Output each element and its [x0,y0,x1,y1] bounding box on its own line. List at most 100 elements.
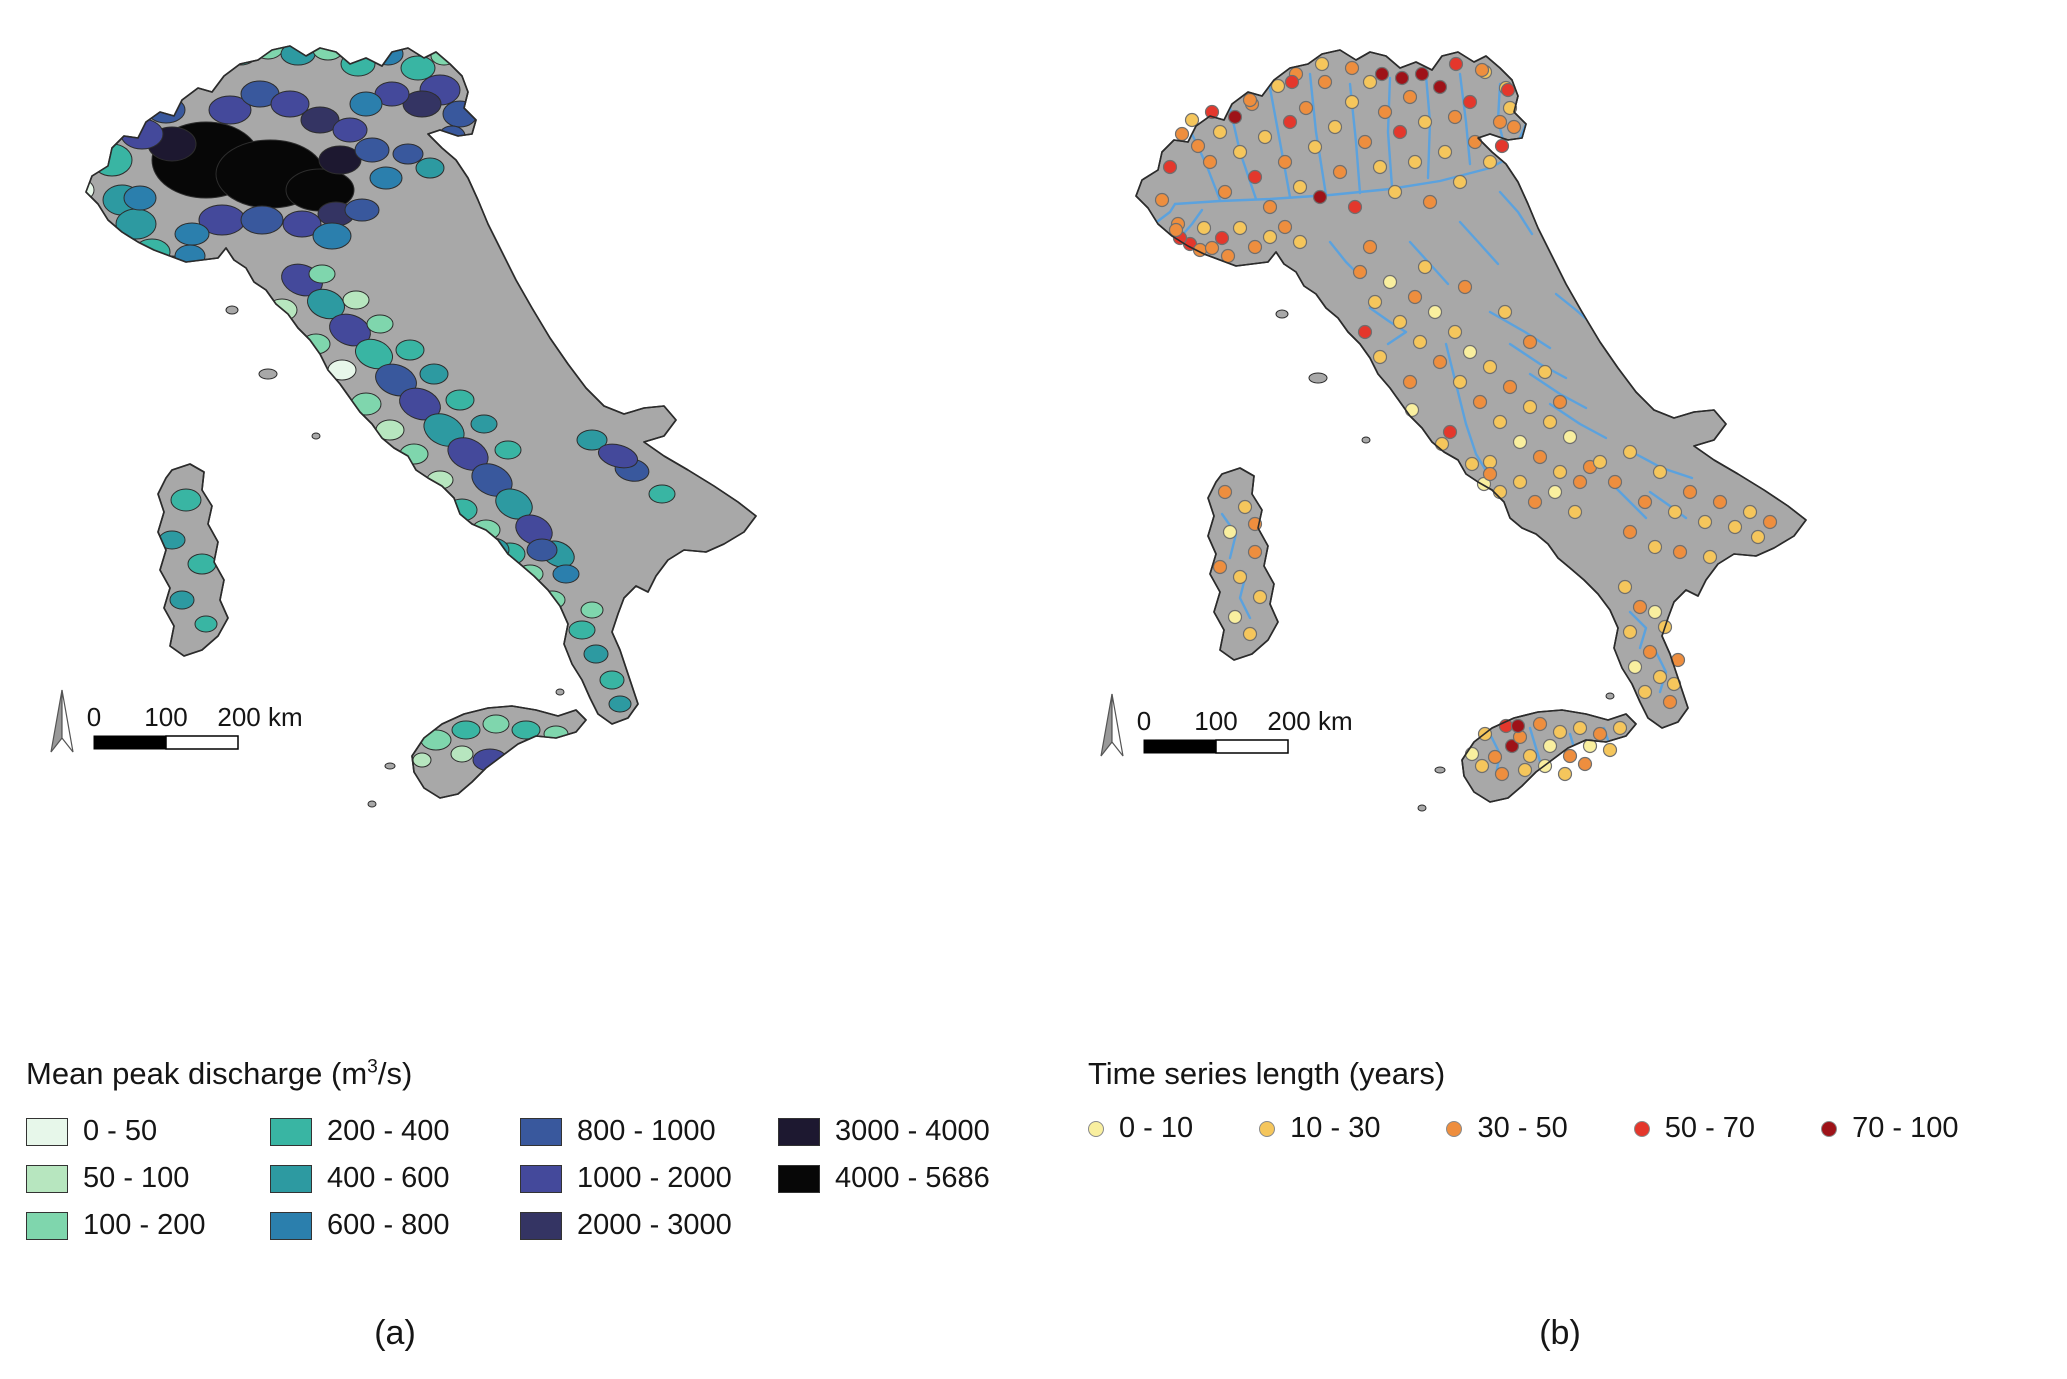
station-dot [1362,239,1378,255]
catchment-polygon [174,244,206,268]
station-dot [1527,494,1543,510]
catchment-polygon [580,601,604,619]
catchment-polygon [515,514,553,546]
north-arrow-icon [1100,693,1113,757]
station-dot [1502,100,1518,116]
legend-b: Time series length (years) 0 - 10 10 - 30… [1088,1056,2067,1145]
river-line [1268,86,1292,199]
station-dot [1494,138,1510,154]
station-dot [1270,78,1286,94]
river-line [1308,72,1328,197]
map-b-group: 0 100 200 km [1100,49,1807,812]
legend-a-title-sup: 3 [367,1056,378,1078]
islet-shape [1605,692,1615,700]
river-line [1498,190,1534,236]
scale-bar-label: 100 [144,702,187,732]
catchment-polygon [372,46,404,66]
scale-bar-label: 0 [87,702,101,732]
station-dot [1212,559,1228,575]
catchment-polygon [350,392,382,416]
station-dot [1750,529,1766,545]
station-dot [1242,626,1258,642]
station-dot [1277,219,1293,235]
station-dot [1622,524,1638,540]
coastline [1207,467,1279,661]
legend-rect-swatch [520,1164,562,1193]
station-dot [1307,139,1323,155]
islet-shape [1275,309,1289,319]
legend-item: 800 - 1000 [520,1115,778,1148]
station-dot [1517,762,1533,778]
catchment-polygon [495,488,533,520]
catchment-polygon [133,85,171,115]
station-dot [1537,364,1553,380]
catchment-polygon [474,537,510,563]
islet-shape [311,432,321,440]
station-dot [1154,192,1170,208]
legend-b-title: Time series length (years) [1088,1056,1446,1091]
station-dot [1487,749,1503,765]
catchment-polygon [318,145,362,175]
station-dot [1500,82,1516,98]
station-dot [1462,94,1478,110]
legend-item-label: 2000 - 3000 [577,1209,732,1241]
station-dot [1217,484,1233,500]
station-dot [1298,100,1314,116]
station-dot [1452,374,1468,390]
station-dot [1362,74,1378,90]
catchment-polygon [608,695,632,713]
station-dot [1262,229,1278,245]
catchment-polygon [344,198,380,222]
catchment-polygon [430,46,458,66]
catchment-polygon [342,290,370,310]
station-dot [1394,70,1410,86]
catchment-polygon [162,67,198,93]
legend-item-label: 100 - 200 [83,1209,206,1241]
catchment-polygon [86,228,108,252]
station-dot [1452,174,1468,190]
station-dot [1697,514,1713,530]
catchment-polygon [470,414,498,434]
catchment-polygon [412,752,432,768]
islet-shape [225,305,239,315]
legend-item: 50 - 70 [1633,1112,1755,1145]
map-a-group: 0 100 200 km [50,45,757,808]
station-dot [1407,289,1423,305]
station-dot [1432,354,1448,370]
station-dot [1602,742,1618,758]
legend-rect-swatch [270,1117,312,1146]
station-dot [1482,454,1498,470]
legend-dot-swatch [1633,1120,1650,1137]
station-dot [1162,159,1178,175]
legend-item-label: 0 - 10 [1119,1112,1194,1144]
legend-dot-swatch [1446,1120,1463,1137]
station-dot [1168,222,1184,238]
station-dot [1464,746,1480,762]
catchment-polygon [115,208,157,240]
legend-item-label: 0 - 50 [83,1115,158,1147]
station-dot [1572,474,1588,490]
legend-rect-swatch [778,1164,820,1193]
station-dot [1577,756,1593,772]
station-dot [1217,184,1233,200]
legend-item: 2000 - 3000 [520,1209,778,1242]
scale-bar-label: 200 km [1267,706,1352,736]
river-line [1548,402,1608,440]
legend-dot-swatch [1821,1120,1838,1137]
map-a-canvas: 0 100 200 km [50,45,757,808]
station-dot [1174,126,1190,142]
station-dot [1652,669,1668,685]
catchment-polygon [240,205,284,235]
station-dot [1702,549,1718,565]
station-dot [1532,716,1548,732]
catchment-polygon [349,91,383,117]
station-dot [1667,504,1683,520]
legend-item: 400 - 600 [270,1162,520,1195]
station-dot [1190,138,1206,154]
station-dot [1437,144,1453,160]
station-dot [1404,402,1420,418]
catchment-polygon [332,117,368,143]
station-dot [1512,474,1528,490]
legend-item: 3000 - 4000 [778,1115,1000,1148]
